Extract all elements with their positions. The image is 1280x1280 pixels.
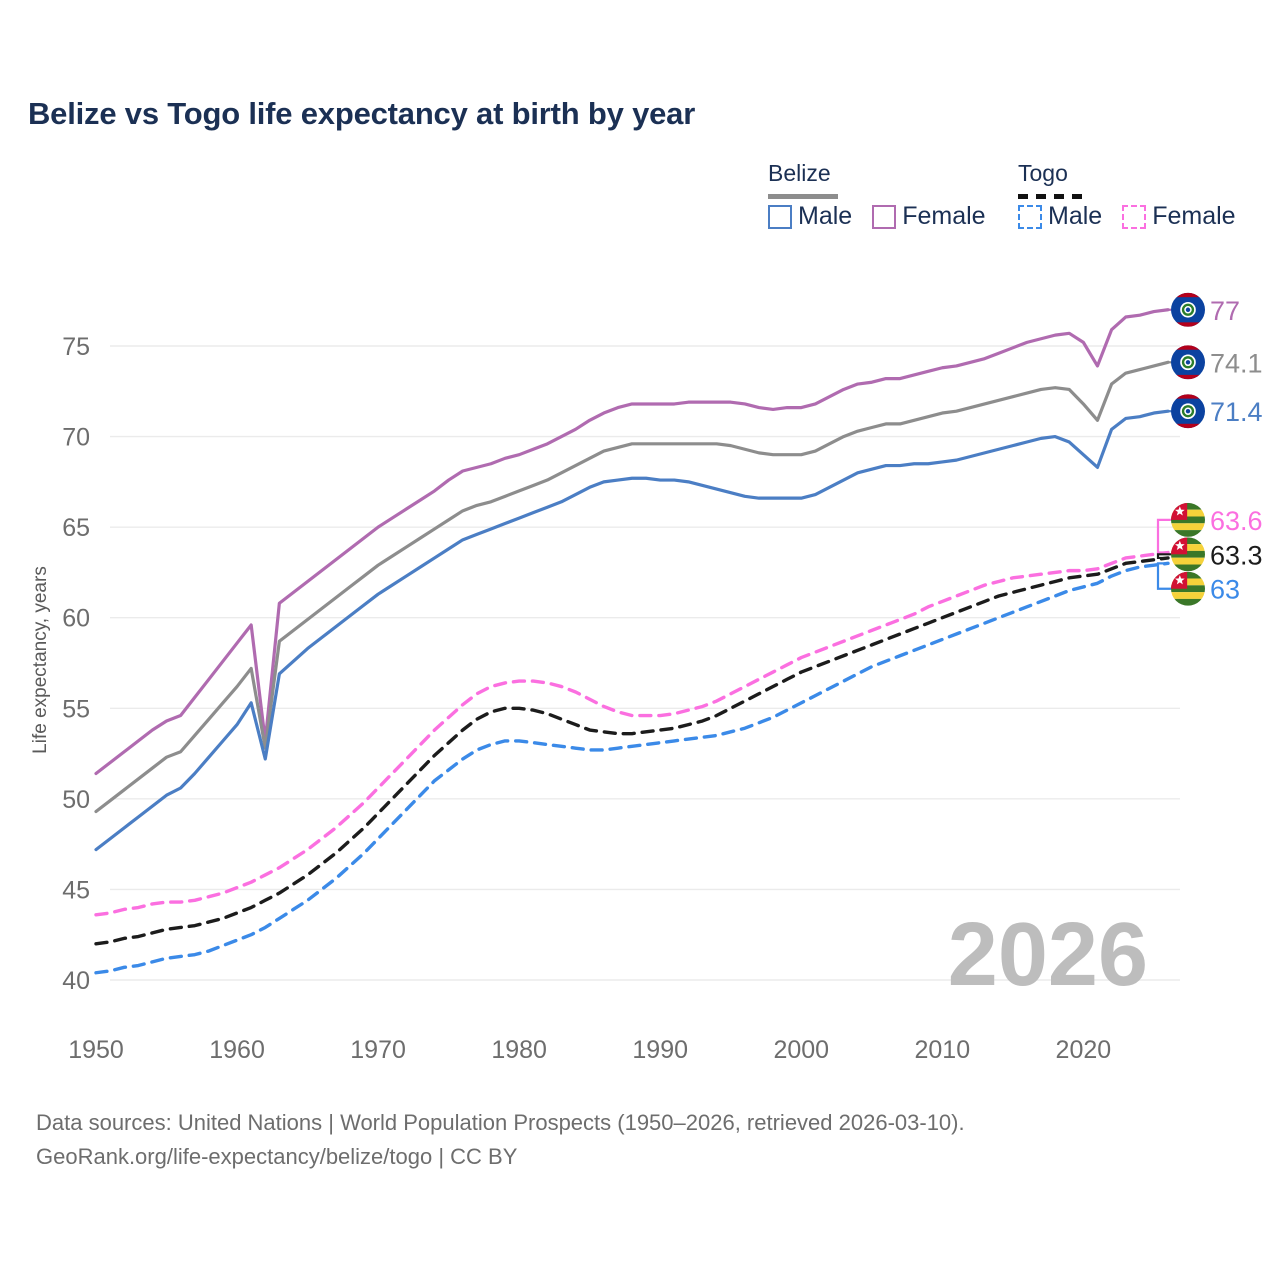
legend-items-togo: Male Female	[1018, 202, 1236, 231]
leader-line	[1156, 518, 1171, 554]
legend-label-belize-female: Female	[902, 202, 986, 230]
year-watermark: 2026	[948, 905, 1148, 1005]
legend-rule-belize	[768, 194, 838, 199]
y-tick-label: 75	[62, 333, 90, 361]
end-label-leaders	[1156, 308, 1171, 590]
x-tick-label: 2000	[773, 1036, 829, 1064]
series-line-belize-total	[94, 360, 1170, 814]
legend-swatch-togo-female	[1122, 204, 1147, 229]
data-series-lines	[94, 308, 1170, 975]
legend-swatch-togo-male	[1018, 204, 1042, 229]
legend-country-label-togo: Togo	[1018, 160, 1068, 186]
y-tick-label: 45	[62, 876, 90, 904]
legend-group-togo: Togo Male Female	[1018, 160, 1236, 230]
belize-flag-icon	[1171, 292, 1205, 327]
legend-country-label-belize: Belize	[768, 160, 831, 186]
y-tick-label: 70	[62, 424, 90, 452]
x-tick-label: 1950	[68, 1036, 124, 1064]
end-value-markers: 77 74.1 71.4 63.6 63.3 63	[1171, 292, 1263, 606]
legend-label-togo-male: Male	[1048, 202, 1103, 230]
end-value-label: 74.1	[1210, 348, 1263, 378]
x-tick-label: 2010	[915, 1036, 971, 1064]
end-value-label: 63	[1210, 575, 1240, 605]
legend-rule-togo	[1018, 194, 1088, 199]
end-value-label: 77	[1210, 296, 1240, 326]
series-line-togo-male	[94, 561, 1170, 975]
x-tick-label: 2020	[1056, 1036, 1112, 1064]
x-tick-label: 1960	[209, 1036, 265, 1064]
page-title: Belize vs Togo life expectancy at birth …	[28, 96, 696, 131]
togo-flag-icon	[1171, 571, 1205, 606]
footer-credits: Data sources: United Nations | World Pop…	[36, 1106, 965, 1174]
y-axis-title: Life expectancy, years	[30, 566, 51, 754]
y-tick-label: 50	[62, 786, 90, 814]
legend-swatch-belize-female	[872, 204, 897, 229]
togo-flag-icon	[1171, 502, 1205, 537]
belize-flag-icon	[1171, 345, 1205, 380]
footer-line-sources: Data sources: United Nations | World Pop…	[36, 1110, 965, 1135]
y-axis-tick-labels: 40 45 50 55 60 65 70 75	[62, 333, 90, 995]
legend-item-belize-female[interactable]: Female	[872, 202, 986, 231]
watermark-year: 2026	[948, 905, 1148, 1005]
y-tick-label: 55	[62, 695, 90, 723]
togo-flag-icon	[1171, 537, 1205, 572]
y-tick-label: 40	[62, 967, 90, 995]
x-axis-tick-labels: 1950 1960 1970 1980 1990 2000 2010 2020	[68, 1036, 1111, 1064]
x-tick-label: 1990	[632, 1036, 688, 1064]
y-tick-label: 65	[62, 514, 90, 542]
series-line-togo-female	[94, 550, 1170, 917]
legend-group-belize: Belize Male Female	[768, 160, 986, 230]
end-value-label: 63.6	[1210, 506, 1263, 536]
series-line-belize-male	[94, 409, 1170, 852]
belize-flag-icon	[1171, 394, 1205, 429]
y-axis-title-text: Life expectancy, years	[30, 566, 51, 754]
grid-lines	[110, 345, 1180, 981]
x-tick-label: 1970	[350, 1036, 406, 1064]
legend-swatch-belize-male	[768, 204, 792, 229]
end-value-label: 63.3	[1210, 540, 1263, 570]
legend-item-togo-male[interactable]: Male	[1018, 202, 1102, 231]
series-line-belize-female	[94, 308, 1170, 776]
x-tick-label: 1980	[491, 1036, 547, 1064]
legend-items-belize: Male Female	[768, 202, 986, 231]
legend-item-togo-female[interactable]: Female	[1122, 202, 1236, 231]
leader-line	[1156, 553, 1171, 560]
end-value-label: 71.4	[1210, 397, 1263, 427]
series-line-togo-total	[94, 556, 1170, 946]
footer-line-url: GeoRank.org/life-expectancy/belize/togo …	[36, 1144, 518, 1170]
y-tick-label: 60	[62, 605, 90, 633]
legend-item-belize-male[interactable]: Male	[768, 202, 852, 231]
chart-legend: Belize Male Female Togo Male	[760, 160, 1260, 240]
legend-label-togo-female: Female	[1152, 202, 1236, 230]
leader-line	[1156, 562, 1171, 590]
legend-label-belize-male: Male	[798, 202, 853, 230]
